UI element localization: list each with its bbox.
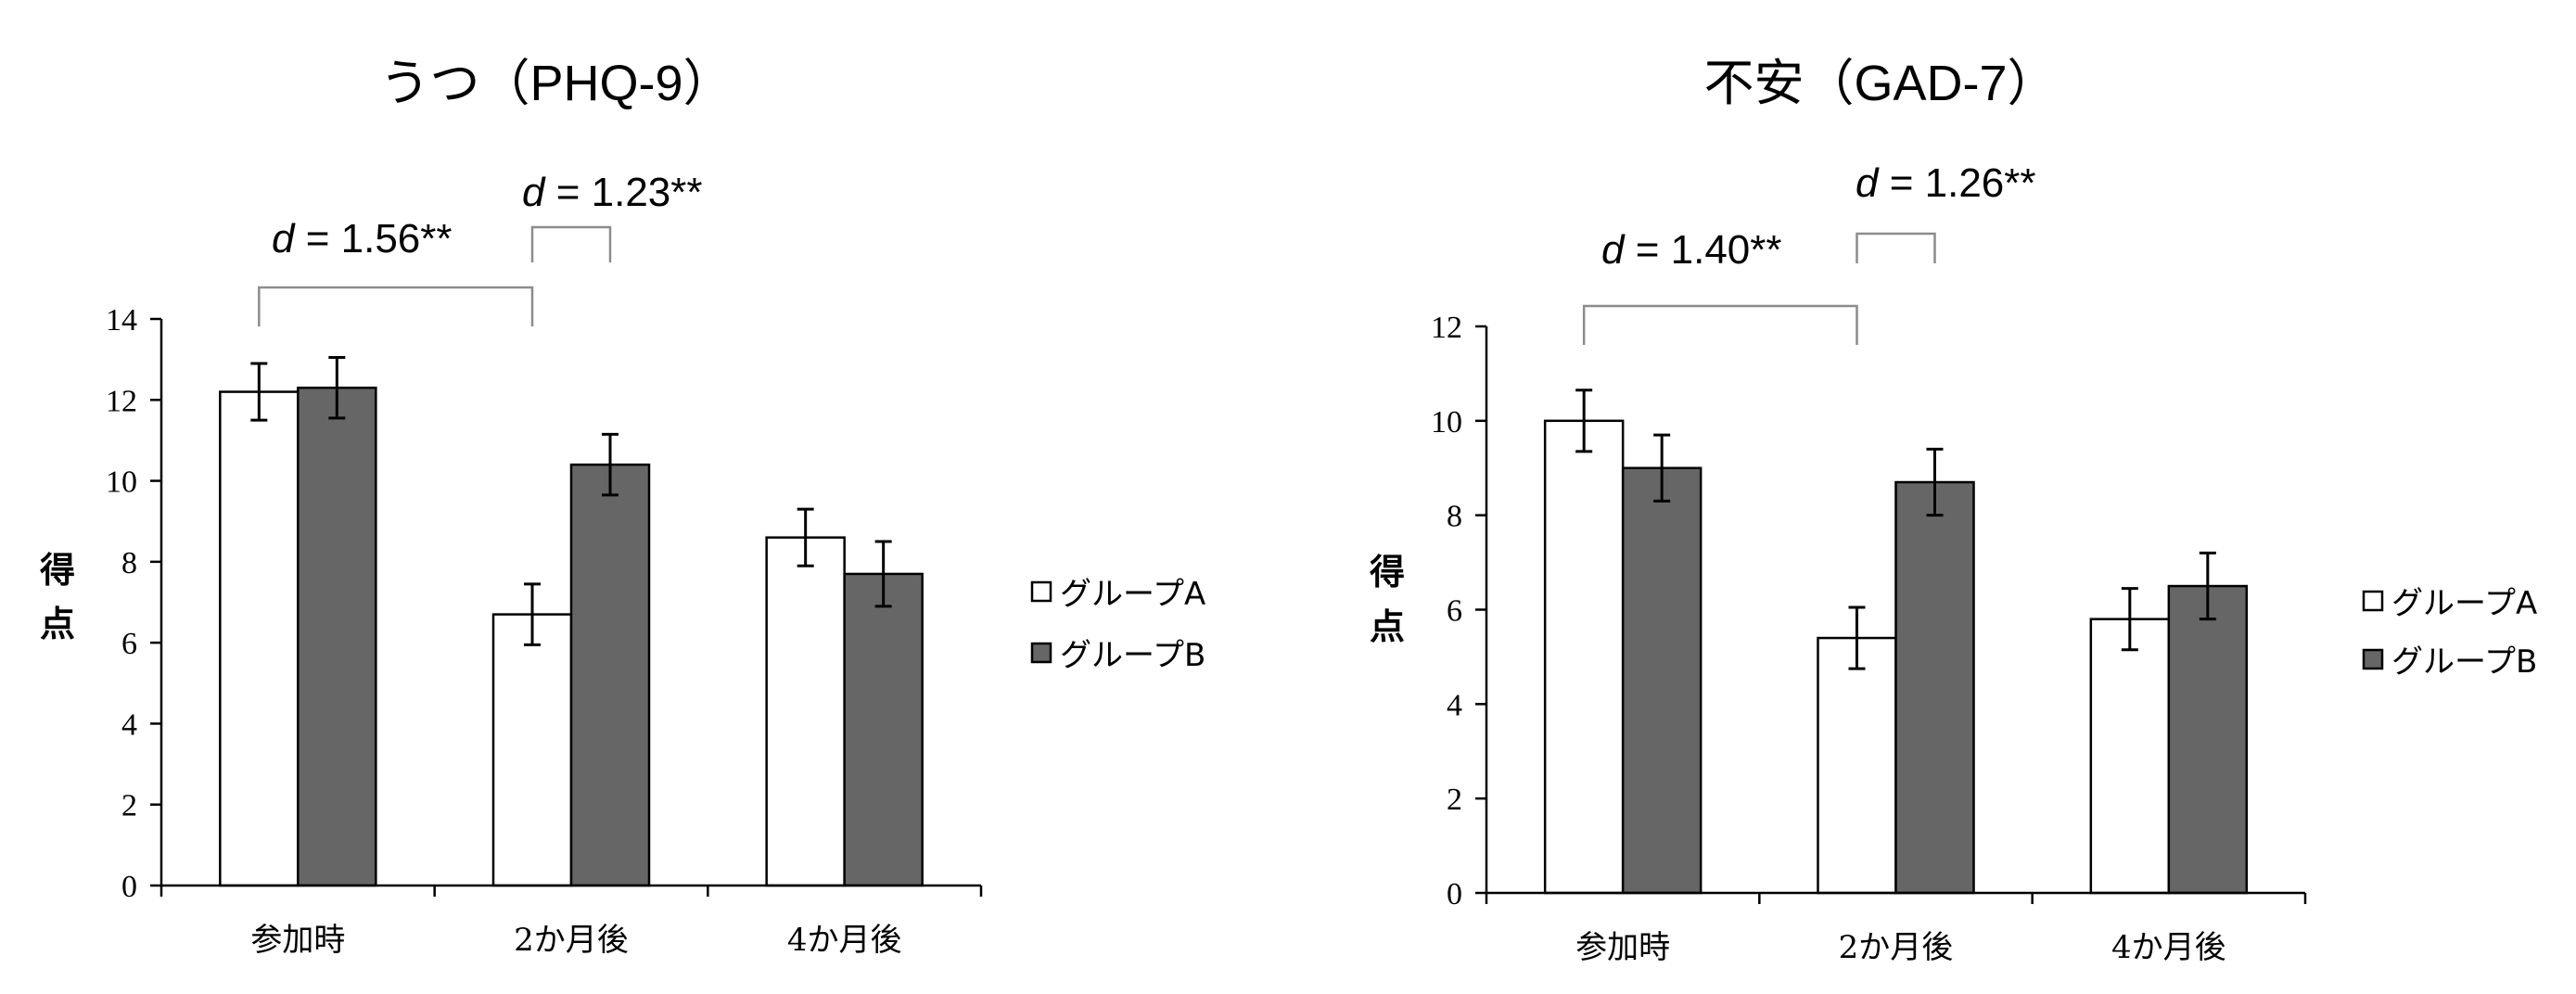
legend-swatch-group-b [2362,648,2384,670]
bar-group-a [2089,618,2171,895]
significance-bracket [258,286,534,326]
y-tick-label: 0 [121,870,137,904]
bar-group-a [491,613,573,887]
chart-depression: うつ（PHQ-9） 得点 0 2 4 6 8 10 12 14 参加時 2か月後 4か月後 グループA グル… [40,56,1205,959]
legend-swatch-group-b [1030,642,1052,664]
y-tick-label: 0 [1447,877,1462,911]
y-axis-label-char: 得 [1370,552,1405,593]
y-tick-label: 4 [1447,688,1462,722]
effect-size-symbol: d [1601,227,1626,273]
effect-size-annotation: d = 1.56** [272,216,453,261]
legend-swatch-group-a [2362,590,2384,612]
legend-label: グループB [1060,637,1205,674]
bar-group-b [1621,466,1702,895]
bar-group-a [765,536,846,887]
y-tick-label: 2 [1447,783,1462,817]
legend-label: グループB [2391,644,2537,681]
bar-group-b [297,386,377,887]
significance-bracket [1582,304,1858,345]
effect-size-value: = 1.26** [1878,160,2035,206]
significance-bracket [530,225,612,262]
effect-size-symbol: d [522,170,546,215]
y-tick-label: 2 [121,789,137,823]
effect-size-value: = 1.40** [1624,227,1781,273]
effect-size-value: = 1.23** [544,170,702,215]
y-tick-label: 8 [1447,500,1462,534]
legend-label: グループA [2391,585,2537,622]
x-tick-label: 参加時 [1575,929,1670,966]
x-tick-label: 4か月後 [787,922,902,959]
effect-size-value: = 1.56** [294,216,452,261]
bar-group-b [1894,480,1975,895]
x-tick-label: 4か月後 [2111,929,2226,966]
significance-bracket [1855,232,1936,263]
legend-swatch-group-a [1030,580,1052,603]
x-tick-label: 2か月後 [1839,929,1954,966]
effect-size-annotation: d = 1.40** [1601,227,1782,273]
y-tick-label: 10 [1431,405,1462,440]
bar-group-b [2167,584,2249,895]
y-tick-label: 6 [121,627,137,661]
effect-size-annotation: d = 1.26** [1855,160,2036,206]
y-tick-label: 10 [106,465,137,500]
y-tick-label: 14 [106,303,137,338]
effect-size-symbol: d [1855,160,1880,206]
bar-group-a [1543,419,1625,895]
y-axis-label-char: 点 [40,604,75,644]
effect-size-symbol: d [272,216,296,261]
y-tick-label: 8 [121,546,137,580]
x-tick-label: 2か月後 [514,922,629,959]
y-tick-label: 6 [1447,594,1462,629]
effect-size-annotation: d = 1.23** [522,170,703,215]
bar-group-a [1817,636,1897,895]
y-tick-label: 12 [106,384,137,418]
y-tick-label: 4 [121,707,137,742]
chart-title: 不安（GAD-7） [1703,56,2057,111]
bar-group-b [569,463,651,887]
bar-group-b [843,572,924,887]
chart-title: うつ（PHQ-9） [379,56,733,111]
x-tick-label: 参加時 [250,922,345,959]
legend-label: グループA [1060,576,1205,613]
bar-group-a [219,390,300,887]
chart-anxiety: 不安（GAD-7） 得点 0 2 4 6 8 10 12 参加時 2か月後 4か月後 グループA グループ… [1370,56,2537,966]
y-tick-label: 12 [1431,311,1462,345]
y-axis-label-char: 点 [1370,606,1405,647]
y-axis-label-char: 得 [40,550,75,591]
